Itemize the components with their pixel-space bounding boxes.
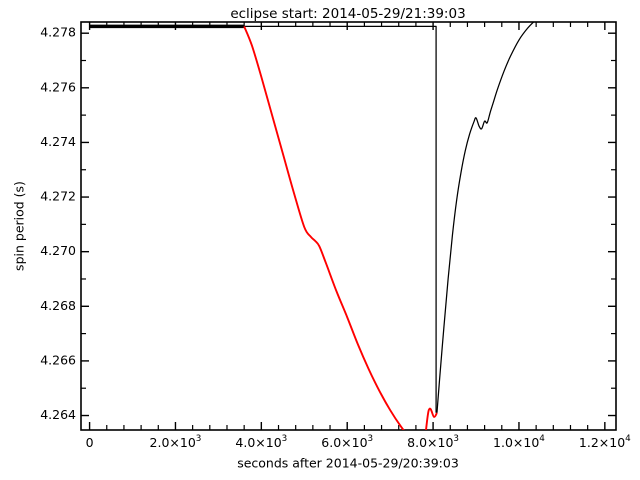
y-axis-ticks-right [608,32,616,417]
y-axis-title: spin period (s) [12,181,27,271]
data-series-line [243,26,438,430]
x-axis-title: seconds after 2014-05-29/20:39:03 [237,456,459,471]
x-tick-label: 2.0×103 [150,434,202,450]
x-tick-label: 0 [86,435,94,450]
y-tick-label: 4.272 [40,189,76,204]
data-series-group [89,22,535,430]
x-axis-ticks-bottom [88,422,606,430]
y-axis-tick-labels: 4.264 4.266 4.268 4.270 4.272 4.274 4.276 4.278 [40,25,76,422]
chart-title: eclipse start: 2014-05-29/21:39:03 [230,6,465,22]
y-tick-label: 4.278 [40,25,76,40]
x-axis-tick-labels: 0 2.0×103 4.0×103 6.0×103 8.0×103 1.0×104 1.2×… [86,434,632,450]
plot-frame [80,21,617,431]
y-tick-label: 4.274 [40,134,76,149]
x-tick-label: 4.0×103 [235,434,287,450]
x-tick-label: 6.0×103 [321,434,373,450]
y-tick-label: 4.276 [40,79,76,94]
y-tick-label: 4.268 [40,298,76,313]
x-tick-label: 1.2×104 [579,434,631,450]
y-axis-ticks-left [81,32,89,417]
y-tick-label: 4.264 [40,407,76,422]
y-tick-label: 4.270 [40,243,76,258]
data-series-line [244,25,437,413]
data-series-line [436,22,535,413]
x-tick-label: 1.0×104 [493,434,545,450]
y-tick-label: 4.266 [40,352,76,367]
x-tick-label: 8.0×103 [407,434,459,450]
